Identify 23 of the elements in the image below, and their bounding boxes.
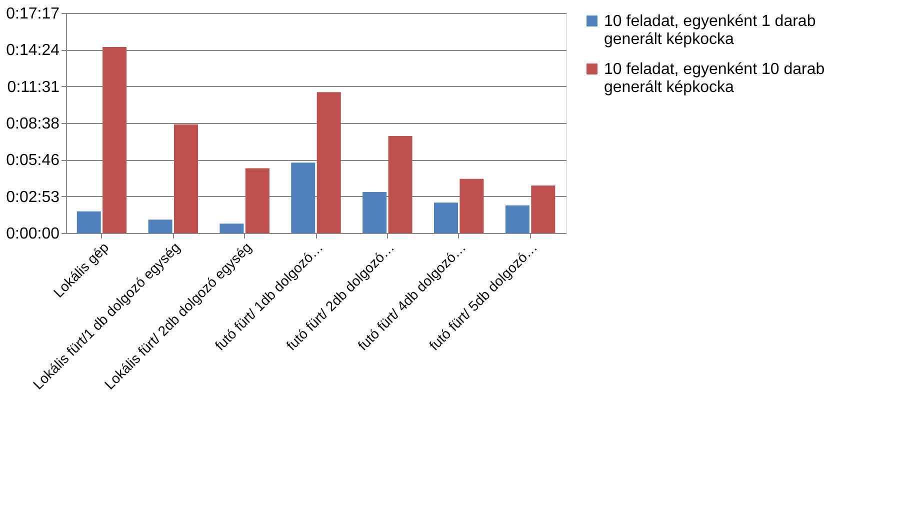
bar <box>460 178 484 233</box>
y-tick-label: 0:00:00 <box>6 226 60 242</box>
bar <box>220 224 244 233</box>
y-tick-label: 0:05:46 <box>6 152 60 170</box>
bar <box>245 168 270 233</box>
y-tick-label: 0:11:31 <box>7 78 60 96</box>
bar <box>76 211 101 233</box>
bar <box>291 162 316 233</box>
bar <box>316 92 341 233</box>
bar <box>148 220 172 233</box>
legend-label: 10 feladat, egyenként 1 darab generált képkocka <box>604 13 816 48</box>
y-tick-label: 0:08:38 <box>6 116 60 133</box>
y-tick-label: 0:17:17 <box>6 6 60 22</box>
y-tick-label: 0:02:53 <box>6 188 60 206</box>
bar <box>388 136 412 233</box>
bar <box>102 46 127 233</box>
bar <box>362 192 387 233</box>
bar <box>505 205 530 233</box>
legend-label: 10 feladat, egyenként 10 darab generált képkocka <box>604 61 825 96</box>
bar <box>531 185 556 233</box>
y-tick-label: 0:14:24 <box>6 42 60 60</box>
bar <box>434 202 458 233</box>
bar <box>174 124 198 233</box>
